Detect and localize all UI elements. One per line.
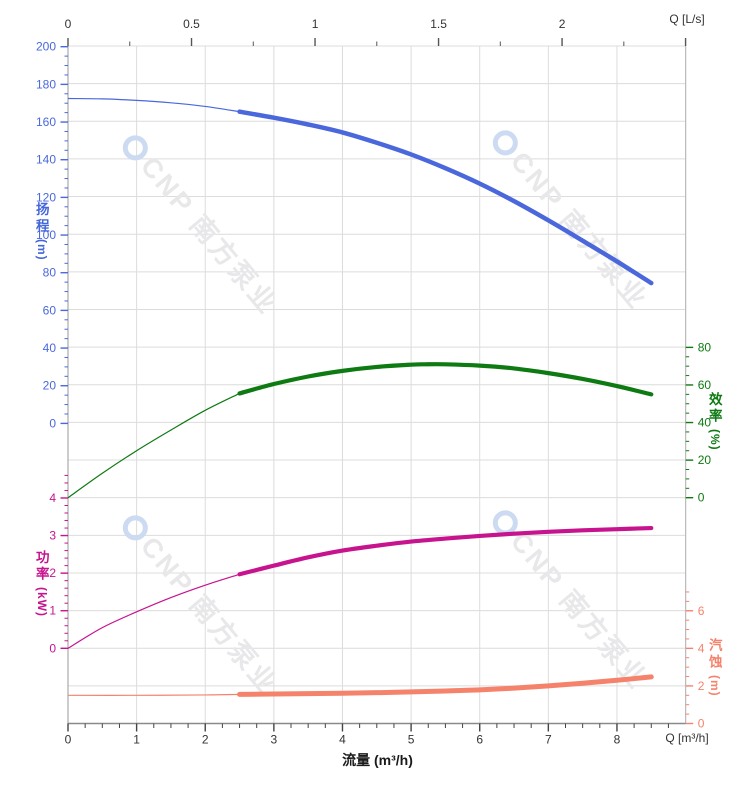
bottom-tick-label: 8: [614, 733, 621, 747]
cnp-logo-icon: [492, 130, 518, 156]
npsh-tick-label: 6: [698, 604, 705, 618]
watermark-text: CNP 南方泵业: [135, 151, 285, 321]
efficiency-axis-title: 效率: [706, 392, 722, 425]
power-tick-label: 2: [49, 566, 56, 580]
bottom-tick-label: 5: [408, 733, 415, 747]
efficiency-curve: [237, 362, 654, 397]
top-tick-label: 1: [312, 17, 319, 31]
efficiency-tick-label: 40: [698, 416, 712, 430]
power-axis-label: 功率 (kW): [30, 550, 52, 617]
watermark-text: CNP 南方泵业: [135, 531, 285, 701]
bottom-axis-unit-label: Q [m³/h]: [665, 731, 709, 745]
head-curve: [237, 109, 654, 286]
flow-axis-title: 流量 (m³/h): [342, 752, 413, 768]
head-tick-label: 80: [43, 266, 57, 280]
watermark-text: CNP 南方泵业: [505, 146, 655, 316]
power-axis-title: 功率: [33, 550, 49, 583]
npsh-curve: [237, 674, 654, 697]
head-tick-label: 160: [36, 115, 56, 129]
efficiency-tick-label: 60: [698, 378, 712, 392]
head-tick-label: 40: [43, 341, 57, 355]
watermark: CNP 南方泵业: [122, 515, 285, 701]
bottom-axis: 0 1 2 3 4 5 6 7 8: [65, 723, 669, 747]
top-axis: 0 0.5 1 1.5 2: [65, 17, 687, 46]
top-axis-unit-label: Q [L/s]: [669, 12, 705, 26]
npsh-axis-title: 汽蚀: [706, 638, 722, 671]
npsh-tick-label: 0: [698, 717, 705, 731]
head-tick-label: 20: [43, 379, 57, 393]
npsh-axis: 6 4 2 0: [685, 591, 705, 731]
top-tick-label: 1.5: [430, 17, 447, 31]
head-axis-title: 扬程: [33, 202, 49, 235]
power-axis-unit: (kW): [34, 587, 49, 617]
top-tick-label: 0: [65, 17, 72, 31]
cnp-logo-icon: [122, 135, 148, 161]
power-curve-thin: [67, 573, 240, 649]
npsh-axis-unit: (m): [707, 675, 722, 697]
npsh-curve-thin: [67, 693, 240, 696]
head-axis-label: 扬程 (m): [30, 202, 52, 261]
head-tick-label: 200: [36, 40, 56, 54]
bottom-tick-label: 6: [476, 733, 483, 747]
head-tick-label: 140: [36, 153, 56, 167]
head-tick-label: 100: [36, 228, 56, 242]
power-curve: [237, 525, 654, 577]
head-tick-label: 60: [43, 303, 57, 317]
npsh-axis-label: 汽蚀 (m): [703, 638, 725, 697]
efficiency-tick-label: 80: [698, 340, 712, 354]
bottom-tick-label: 1: [133, 733, 140, 747]
head-tick-label: 180: [36, 77, 56, 91]
power-tick-label: 3: [49, 529, 56, 543]
head-tick-label: 0: [49, 416, 56, 430]
power-tick-label: 0: [49, 641, 56, 655]
top-tick-label: 0.5: [183, 17, 200, 31]
efficiency-axis-unit: (%): [707, 429, 722, 451]
power-axis: 4 3 2 1 0: [49, 474, 68, 655]
efficiency-axis: 80 60 40 20 0: [685, 340, 712, 505]
head-tick-label: 120: [36, 190, 56, 204]
efficiency-tick-label: 0: [698, 491, 705, 505]
top-tick-label: 2: [559, 17, 566, 31]
bottom-tick-label: 7: [545, 733, 552, 747]
head-curve-thin: [67, 97, 240, 113]
cnp-logo-icon: [122, 515, 148, 541]
efficiency-axis-label: 效率 (%): [703, 392, 725, 451]
efficiency-curve-thin: [67, 392, 240, 499]
npsh-tick-label: 4: [698, 641, 705, 655]
head-axis-unit: (m): [34, 239, 49, 261]
watermark: CNP 南方泵业: [492, 130, 655, 316]
npsh-tick-label: 2: [698, 679, 705, 693]
bottom-tick-label: 0: [65, 733, 72, 747]
bottom-tick-label: 2: [202, 733, 209, 747]
power-tick-label: 1: [49, 604, 56, 618]
power-tick-label: 4: [49, 491, 56, 505]
bottom-tick-label: 3: [271, 733, 278, 747]
efficiency-tick-label: 20: [698, 453, 712, 467]
cnp-logo-icon: [492, 510, 518, 536]
bottom-tick-label: 4: [339, 733, 346, 747]
